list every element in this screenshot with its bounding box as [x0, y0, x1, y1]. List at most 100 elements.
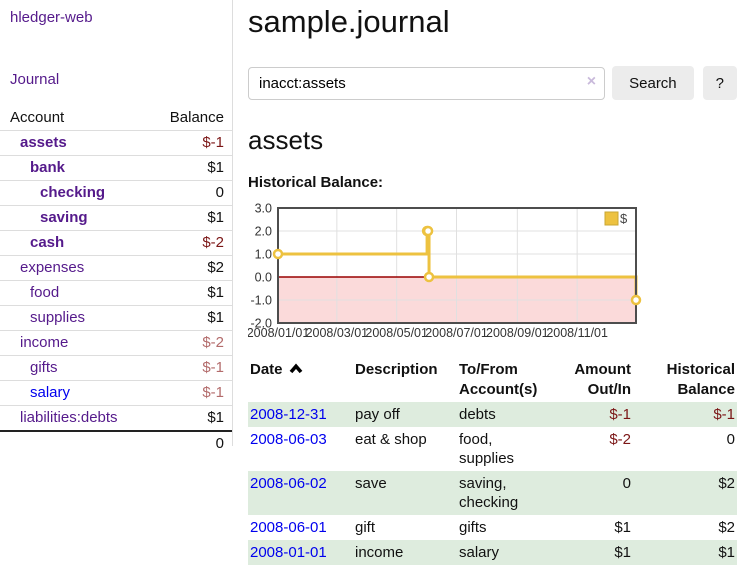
account-balance: $1 — [207, 309, 224, 326]
accounts-header-balance: Balance — [169, 109, 224, 126]
transaction-balance: $-1 — [713, 406, 735, 423]
transaction-description: save — [355, 475, 387, 492]
register-header-row: Date Description To/From Account(s) Amou… — [248, 358, 737, 402]
transaction-amount: 0 — [622, 475, 631, 492]
transaction-row: 2008-06-02 save saving, checking 0 $2 — [248, 471, 737, 515]
account-link[interactable]: bank — [30, 159, 66, 176]
account-row: bank $1 — [0, 155, 232, 181]
svg-text:1.0: 1.0 — [255, 248, 272, 262]
sort-up-icon — [289, 360, 303, 380]
account-link[interactable]: assets — [20, 134, 67, 151]
transaction-amount: $1 — [614, 544, 631, 561]
account-row: liabilities:debts $1 — [0, 405, 232, 432]
transaction-balance: $2 — [718, 475, 735, 492]
account-row: checking 0 — [0, 180, 232, 206]
transaction-accounts: gifts — [459, 519, 487, 536]
brand-link[interactable]: hledger-web — [10, 9, 93, 26]
transaction-amount: $1 — [614, 519, 631, 536]
account-row: food $1 — [0, 280, 232, 306]
account-link[interactable]: income — [20, 334, 69, 351]
register-header-date[interactable]: Date — [248, 358, 347, 402]
svg-text:2008/09/01: 2008/09/01 — [486, 326, 549, 340]
svg-text:0.0: 0.0 — [255, 271, 272, 285]
account-balance: $1 — [207, 409, 224, 426]
transaction-description: eat & shop — [355, 431, 427, 448]
accounts-header-account: Account — [10, 109, 65, 126]
historical-balance-chart: $3.0 2.0 1.0 0.0 -1.0 -2.0 2008/01/01 2008/03/0… — [247, 198, 737, 344]
transaction-date-link[interactable]: 2008-12-31 — [250, 406, 327, 423]
account-balance: $1 — [207, 159, 224, 176]
search-help-button[interactable]: ? — [702, 66, 737, 100]
register-header-balance: Historical Balance — [666, 361, 735, 398]
account-row: gifts $-1 — [0, 355, 232, 381]
search-input[interactable] — [248, 66, 606, 100]
transaction-balance: $1 — [718, 544, 735, 561]
transaction-balance: $2 — [718, 519, 735, 536]
transaction-row: 2008-06-01 gift gifts $1 $2 — [248, 515, 737, 540]
svg-text:2008/05/01: 2008/05/01 — [365, 326, 428, 340]
account-balance: $1 — [207, 284, 224, 301]
account-link[interactable]: liabilities:debts — [20, 409, 118, 426]
transaction-accounts: food, supplies — [459, 431, 515, 467]
search-button[interactable]: Search — [612, 66, 694, 100]
register-header-accounts: To/From Account(s) — [459, 361, 538, 398]
transaction-accounts: salary — [459, 544, 500, 561]
account-heading: assets — [248, 125, 324, 155]
account-link[interactable]: food — [30, 284, 60, 301]
account-balance: $-1 — [202, 134, 224, 151]
account-row: cash $-2 — [0, 230, 232, 256]
page-title: sample.journal — [248, 4, 450, 39]
svg-text:-1.0: -1.0 — [250, 294, 272, 308]
clear-search-icon[interactable]: × — [586, 72, 597, 90]
account-link[interactable]: expenses — [20, 259, 85, 276]
register-table: Date Description To/From Account(s) Amou… — [248, 358, 737, 565]
transaction-date-link[interactable]: 2008-06-02 — [250, 475, 327, 492]
transaction-date-link[interactable]: 2008-06-01 — [250, 519, 327, 536]
transaction-date-link[interactable]: 2008-01-01 — [250, 544, 327, 561]
accounts-table: Account Balance assets $-1 bank $1 checking 0… — [0, 106, 232, 456]
transaction-description: income — [355, 544, 404, 561]
svg-text:2.0: 2.0 — [255, 225, 272, 239]
register-header-amount: Amount Out/In — [574, 361, 631, 398]
account-link[interactable]: supplies — [30, 309, 86, 326]
transaction-date-link[interactable]: 2008-06-03 — [250, 431, 327, 448]
svg-text:2008/07/01: 2008/07/01 — [425, 326, 488, 340]
account-link[interactable]: gifts — [30, 359, 58, 376]
accounts-total-row: 0 — [0, 431, 232, 456]
register-header-description: Description — [355, 361, 438, 378]
svg-text:3.0: 3.0 — [255, 202, 272, 216]
svg-text:2008/11/01: 2008/11/01 — [546, 326, 608, 340]
account-balance: $2 — [207, 259, 224, 276]
transaction-description: gift — [355, 519, 376, 536]
account-row: supplies $1 — [0, 305, 232, 331]
account-row: saving $1 — [0, 205, 232, 231]
transaction-accounts: debts — [459, 406, 496, 423]
account-balance: $-1 — [202, 384, 224, 401]
transaction-row: 2008-12-31 pay off debts $-1 $-1 — [248, 402, 737, 427]
account-link[interactable]: cash — [30, 234, 65, 251]
search-form: × Search ? — [248, 66, 737, 100]
account-row: assets $-1 — [0, 130, 232, 156]
sidebar: hledger-web Journal Account Balance asse… — [0, 0, 233, 452]
sidebar-item-journal[interactable]: Journal — [10, 71, 60, 88]
account-balance: 0 — [215, 184, 224, 201]
transaction-amount: $-1 — [609, 406, 631, 423]
transaction-row: 2008-06-03 eat & shop food, supplies $-2 0 — [248, 427, 737, 471]
account-balance: $1 — [207, 209, 224, 226]
chart-title: Historical Balance: — [248, 174, 384, 191]
account-balance: $-2 — [202, 334, 224, 351]
account-link[interactable]: salary — [30, 384, 71, 401]
transaction-description: pay off — [355, 406, 400, 423]
account-link[interactable]: checking — [40, 184, 106, 201]
account-row: expenses $2 — [0, 255, 232, 281]
account-balance: $-1 — [202, 359, 224, 376]
account-row: salary $-1 — [0, 380, 232, 406]
account-row: income $-2 — [0, 330, 232, 356]
transaction-balance: 0 — [726, 431, 735, 448]
transaction-row: 2008-01-01 income salary $1 $1 — [248, 540, 737, 565]
main-content: sample.journal × Search ? assets Histori… — [247, 0, 737, 565]
accounts-total: 0 — [215, 435, 224, 452]
account-link[interactable]: saving — [40, 209, 88, 226]
svg-text:$: $ — [620, 211, 628, 226]
svg-text:-2.0: -2.0 — [250, 317, 272, 331]
